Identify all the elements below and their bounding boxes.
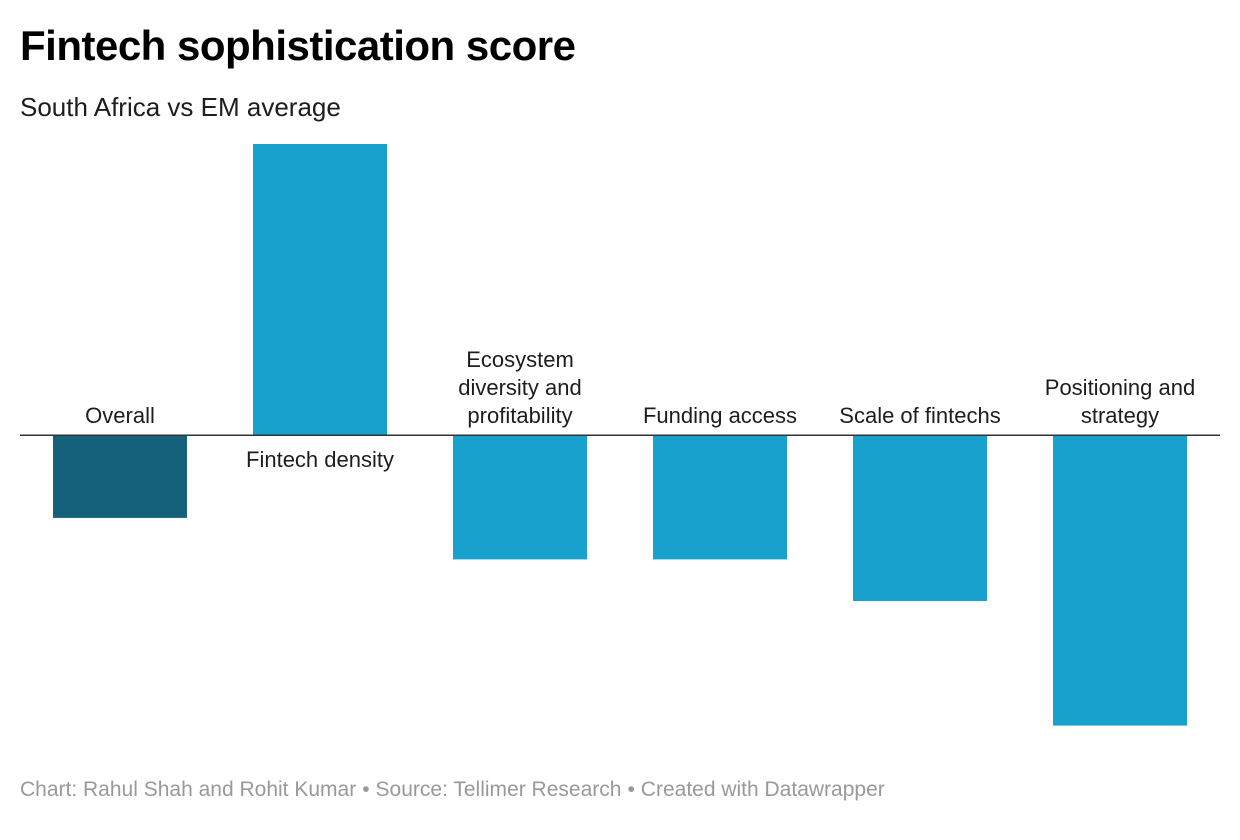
chart-credit: Chart: Rahul Shah and Rohit Kumar: [20, 778, 357, 801]
bar-ecosystem-diversity-and-profitability: [453, 434, 587, 560]
category-label: Fintech density: [246, 447, 394, 472]
bar-funding-access: [653, 434, 787, 560]
chart-footer: Chart: Rahul Shah and Rohit Kumar • Source…: [20, 776, 885, 804]
bar-scale-of-fintechs: [853, 434, 987, 601]
category-label: Funding access: [643, 403, 797, 428]
chart-title: Fintech sophistication score: [20, 22, 576, 69]
bar-overall: [53, 434, 187, 518]
footer-separator: •: [362, 778, 370, 801]
category-label: Scale of fintechs: [839, 403, 1000, 428]
datawrapper-link[interactable]: Created with Datawrapper: [640, 778, 885, 801]
bar-positioning-and-strategy: [1053, 434, 1187, 726]
category-label: Positioning and strategy: [1045, 375, 1195, 428]
category-label: Overall: [85, 403, 155, 428]
footer-separator: •: [627, 778, 635, 801]
category-label: Ecosystem diversity and profitability: [458, 347, 582, 428]
source-link[interactable]: Source: Tellimer Research: [375, 778, 622, 801]
chart-subtitle: South Africa vs EM average: [20, 92, 341, 122]
bar-fintech-density: [253, 144, 387, 435]
